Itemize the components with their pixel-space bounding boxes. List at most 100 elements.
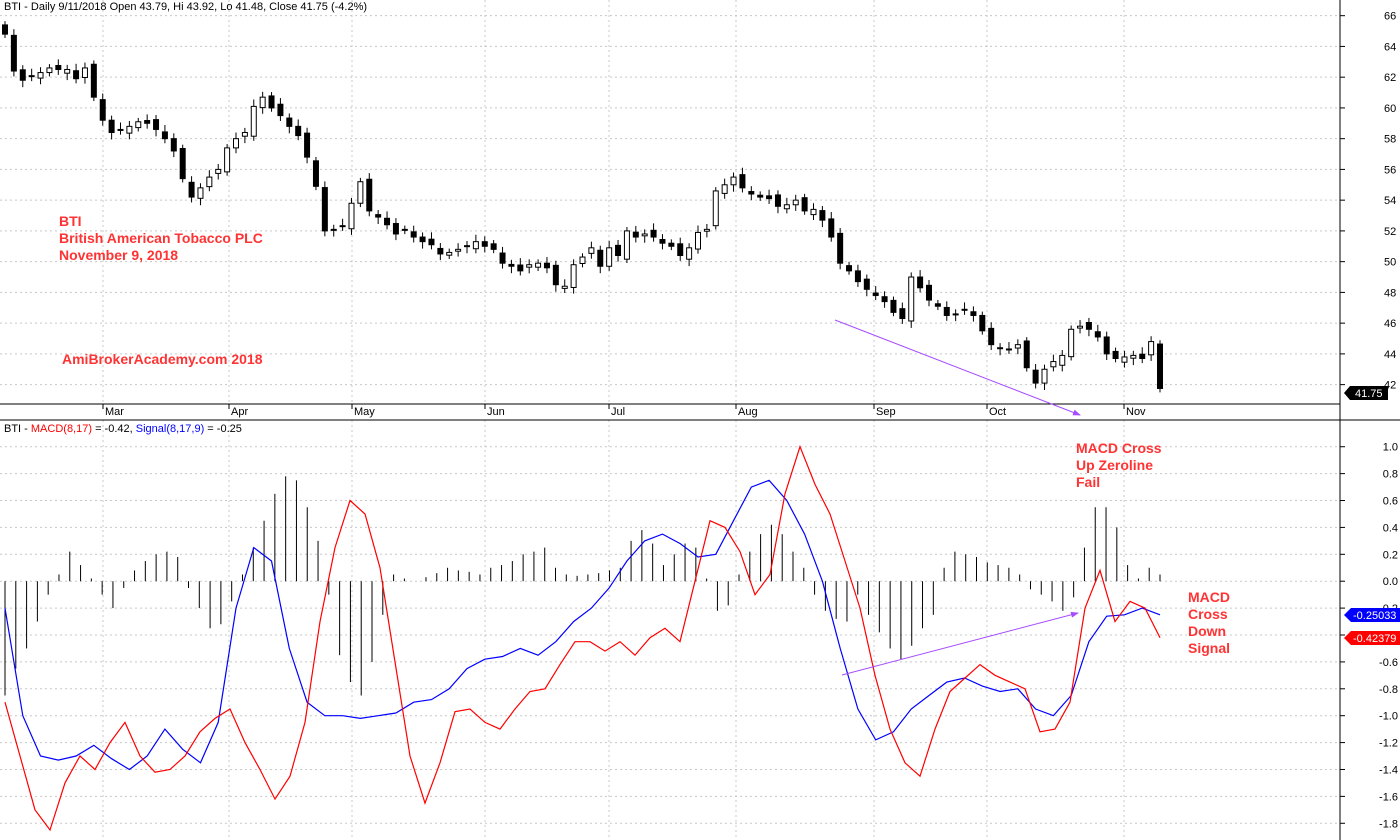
candle: [1023, 337, 1030, 372]
annotation-date: November 9, 2018: [59, 247, 178, 263]
candle: [1121, 350, 1128, 368]
candle: [712, 187, 719, 230]
candle: [934, 299, 941, 311]
macd-tick-label: 0.6: [1383, 496, 1398, 508]
candle: [917, 270, 924, 293]
candle: [997, 343, 1004, 356]
candle: [1077, 320, 1084, 334]
candle: [801, 193, 808, 215]
candle: [99, 93, 106, 126]
candle: [1103, 331, 1110, 361]
annotation-cross-down-2: Cross: [1188, 606, 1228, 622]
candle: [2, 21, 8, 38]
candle: [863, 274, 870, 297]
up-arrow: [841, 611, 1079, 676]
macd-tick-label: -0.8: [1379, 684, 1398, 696]
candle: [1139, 347, 1146, 364]
price-tick-label: 54: [1384, 195, 1396, 207]
candle: [766, 189, 773, 204]
macd-tick-label: 0.2: [1383, 549, 1398, 561]
candle: [837, 227, 844, 270]
candle: [810, 203, 817, 220]
last-close-tag: 41.75: [1344, 386, 1388, 400]
candle: [979, 311, 986, 335]
macd-tick-label: 1.0: [1383, 442, 1398, 454]
candle: [1130, 350, 1137, 366]
candle: [1085, 317, 1092, 337]
macd-tick-label: -1.6: [1379, 791, 1398, 803]
candle: [686, 243, 693, 267]
candle: [455, 243, 462, 257]
macd-grid: [0, 420, 1340, 840]
candle: [117, 122, 124, 135]
month-label: Oct: [989, 406, 1006, 418]
candle: [881, 291, 888, 308]
candle: [552, 260, 559, 292]
candle: [357, 177, 364, 208]
candle: [783, 197, 790, 214]
candle: [1032, 364, 1039, 389]
candle: [535, 259, 542, 272]
candle: [197, 183, 204, 206]
candle: [526, 259, 533, 274]
month-label: Jun: [487, 406, 505, 418]
month-label: Mar: [105, 406, 124, 418]
macd-header-macd: MACD(8,17): [31, 423, 92, 435]
candle: [135, 117, 142, 132]
macd-header-signal: Signal(8,17,9): [136, 423, 205, 435]
candle: [64, 64, 71, 81]
candle: [1059, 350, 1066, 372]
candle: [170, 133, 177, 158]
price-tick-label: 56: [1384, 164, 1396, 176]
candle: [153, 114, 160, 137]
macd-tick-label: 0.0: [1383, 576, 1398, 588]
candle: [774, 190, 781, 214]
candle: [241, 127, 248, 144]
price-tick-label: 64: [1384, 41, 1396, 53]
candle: [650, 223, 657, 242]
candle: [1094, 324, 1101, 342]
annotation-cross-up-1: MACD Cross: [1076, 440, 1162, 456]
signal-line: [4, 479, 1161, 771]
candle: [1157, 340, 1163, 393]
annotation-cross-down-1: MACD: [1188, 589, 1230, 605]
macd-line: [4, 444, 1161, 832]
candle: [250, 99, 257, 141]
month-label: Apr: [231, 406, 248, 418]
price-tick-label: 50: [1384, 257, 1396, 269]
candle: [384, 211, 391, 230]
candle: [268, 92, 275, 112]
candle: [872, 286, 879, 301]
candle: [730, 172, 737, 192]
candle: [144, 114, 151, 129]
annotation-watermark: AmiBrokerAcademy.com 2018: [62, 351, 263, 367]
price-tick-label: 48: [1384, 287, 1396, 299]
candle: [854, 264, 861, 288]
price-tick-label: 58: [1384, 134, 1396, 146]
annotation-company: British American Tobacco PLC: [59, 230, 263, 246]
candle: [659, 234, 666, 250]
down-arrow: [834, 319, 1081, 416]
candle: [410, 225, 417, 243]
annotation-cross-up-2: Up Zeroline: [1076, 457, 1153, 473]
candle: [55, 59, 62, 75]
candle: [46, 64, 53, 77]
candle: [37, 67, 44, 85]
price-header: BTI - Daily 9/11/2018 Open 43.79, Hi 43.…: [4, 1, 367, 13]
candle: [561, 279, 568, 294]
annotation-cross-down-3: Down: [1188, 623, 1226, 639]
candle: [899, 302, 906, 324]
candle: [312, 156, 319, 191]
candle: [926, 279, 932, 307]
candle: [73, 63, 80, 84]
annotation-cross-down-4: Signal: [1188, 640, 1230, 656]
candle: [615, 239, 622, 262]
candle: [517, 258, 524, 276]
price-tick-label: 62: [1384, 72, 1396, 84]
candle: [321, 181, 328, 237]
macd-header-macd-value: = -0.42,: [92, 423, 136, 435]
annotation-cross-up-3: Fail: [1076, 474, 1100, 490]
candle: [108, 115, 115, 140]
candle: [295, 119, 302, 141]
